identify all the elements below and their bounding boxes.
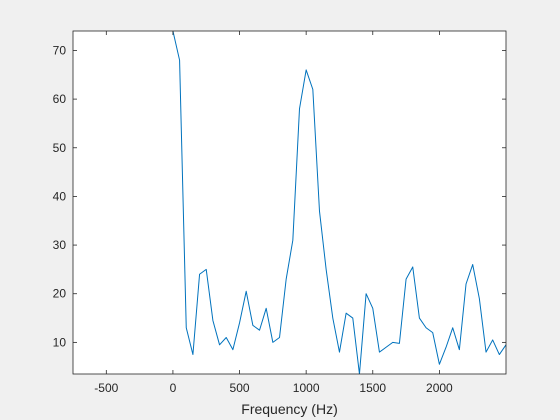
y-tick-label: 50 bbox=[53, 141, 67, 155]
x-tick-label: 1500 bbox=[359, 381, 386, 395]
series-layer bbox=[172, 31, 506, 374]
y-axis: 10 20 30 40 50 60 70 bbox=[53, 43, 506, 349]
y-tick-label: 10 bbox=[53, 335, 67, 349]
x-tick-label: -500 bbox=[94, 381, 118, 395]
x-tick-label: 1000 bbox=[293, 381, 320, 395]
series-line-0 bbox=[172, 31, 506, 374]
plot-area bbox=[73, 31, 506, 374]
x-tick-label: 0 bbox=[170, 381, 177, 395]
axes-box bbox=[72, 30, 507, 375]
y-tick-label: 40 bbox=[53, 189, 67, 203]
y-tick-label: 60 bbox=[53, 92, 67, 106]
x-axis-label: Frequency (Hz) bbox=[241, 401, 337, 417]
y-tick-label: 70 bbox=[53, 43, 67, 57]
y-tick-label: 20 bbox=[53, 287, 67, 301]
y-tick-label: 30 bbox=[53, 238, 67, 252]
x-tick-label: 2000 bbox=[426, 381, 453, 395]
x-tick-label: 500 bbox=[230, 381, 250, 395]
x-axis: -500 0 500 1000 1500 2000 bbox=[94, 31, 453, 395]
